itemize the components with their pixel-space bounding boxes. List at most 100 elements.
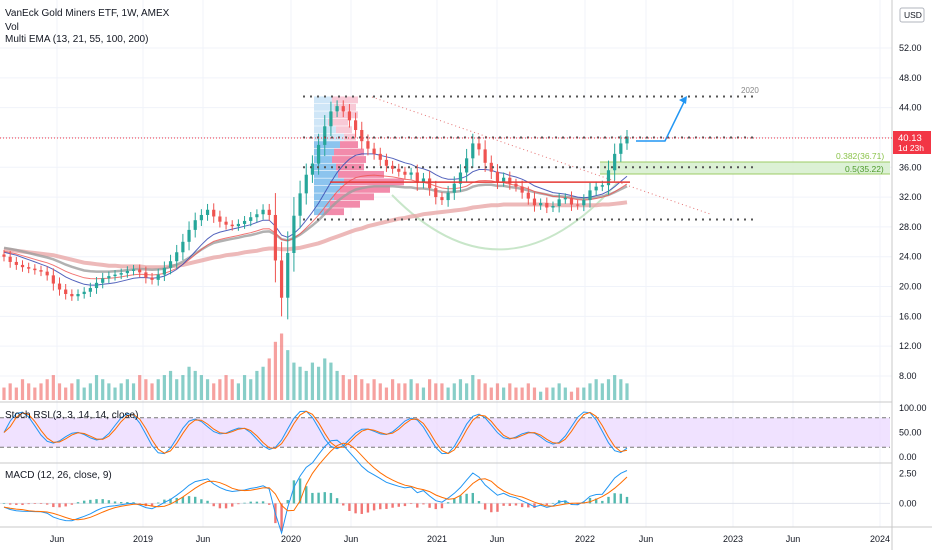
candle-body (508, 177, 512, 184)
candle-body (625, 136, 629, 144)
macd-hist-bar (231, 503, 234, 507)
volume-bar (495, 383, 500, 400)
candle-body (218, 216, 222, 222)
ema-200-line (3, 200, 628, 270)
macd-hist-bar (440, 503, 444, 509)
volume-bar (458, 379, 463, 400)
price-tick-label: 12.00 (899, 341, 922, 351)
time-tick-label: Jun (490, 534, 505, 544)
volume-bar (168, 370, 173, 400)
volume-bar (539, 391, 543, 400)
macd-hist-bar (305, 486, 308, 504)
macd-hist-bar (58, 503, 61, 508)
macd-hist-bar (588, 497, 592, 504)
volume-bar (440, 383, 444, 400)
stoch-band (0, 417, 890, 448)
volume-bar (76, 379, 80, 400)
volume-bar (39, 383, 43, 400)
candle-body (175, 252, 179, 262)
profile-row-up (314, 103, 334, 111)
volume-bar (452, 383, 456, 400)
volume-bar (397, 383, 401, 400)
volume-bar (267, 358, 271, 400)
macd-hist-bar (335, 498, 339, 504)
macd-hist-bar (613, 493, 616, 504)
candle-body (242, 220, 247, 224)
volume-bar (366, 383, 370, 400)
candle-body (323, 126, 327, 145)
candle-body (94, 282, 99, 289)
volume-bar (162, 375, 166, 400)
macd-hist-bar (354, 503, 357, 514)
macd-hist-bar (249, 501, 252, 504)
macd-hist-bar (594, 498, 598, 504)
candle-body (403, 171, 407, 175)
volume-bar (218, 379, 222, 400)
candle-body (88, 288, 92, 292)
macd-hist-bar (601, 500, 604, 504)
profile-row-down (324, 208, 344, 216)
volume-bar (107, 383, 111, 400)
profile-row-up (314, 193, 334, 201)
ema-label: Multi EMA (13, 21, 55, 100, 200) (5, 34, 148, 45)
macd-hist-bar (107, 500, 111, 504)
candle-body (144, 272, 148, 278)
volume-bar (255, 370, 259, 400)
volume-bar (82, 387, 86, 400)
candle-body (20, 264, 25, 268)
volume-bar (347, 379, 352, 400)
macd-hist-bar (385, 503, 388, 509)
macd-hist-bar (520, 503, 524, 508)
macd-hist-bar (477, 501, 481, 504)
time-tick-label: 2024 (870, 534, 890, 544)
volume-bar (502, 387, 506, 400)
profile-row-up (314, 141, 340, 149)
macd-hist-bar (490, 503, 493, 513)
macd-line (3, 439, 628, 535)
symbol-title: VanEck Gold Miners ETF, 1W, AMEX (5, 8, 170, 19)
candle-body (582, 200, 586, 206)
candle-body (236, 223, 240, 227)
volume-bar (224, 375, 228, 400)
fib-label-50: 0.5(35.22) (845, 164, 884, 174)
candle-body (514, 183, 518, 187)
candle-body (489, 162, 493, 172)
volume-bar (489, 387, 493, 400)
time-tick-label: 2020 (281, 534, 301, 544)
candle-body (292, 215, 296, 253)
macd-hist-bar (397, 503, 400, 507)
candle-body (273, 214, 278, 261)
macd-hist-bar (95, 499, 98, 504)
macd-label: MACD (12, 26, close, 9) (5, 470, 112, 481)
macd-hist-bar (261, 501, 265, 504)
volume-bar (428, 379, 432, 400)
macd-hist-bar (101, 499, 104, 504)
time-axis[interactable]: Jun 2019 Jun 2020 Jun 2021 Jun 2022 Jun 2023 Jun 20… (50, 534, 890, 544)
volume-bar (545, 387, 549, 400)
volume-bar (576, 387, 580, 400)
candle-body (465, 158, 469, 173)
macd-hist-bar (82, 500, 86, 504)
candle-body (279, 260, 284, 298)
macd-hist-bar (502, 503, 505, 506)
currency-badge[interactable]: USD (899, 7, 925, 23)
volume-bar (138, 375, 142, 400)
candle-body (2, 254, 6, 257)
macd-tick-label: 0.00 (899, 498, 917, 508)
macd-hist-bar (33, 503, 37, 504)
volume-bar (199, 375, 203, 400)
candle-body (267, 209, 271, 215)
macd-hist-bar (8, 503, 12, 505)
candle-body (304, 174, 308, 194)
profile-row-down (328, 118, 348, 126)
volume-bar (144, 379, 148, 400)
price-tick-label: 20.00 (899, 282, 922, 292)
macd-hist-bar (113, 501, 117, 504)
candle-body (101, 278, 105, 283)
candle-body (261, 209, 265, 215)
macd-hist-bar (625, 496, 629, 504)
profile-row-down (336, 163, 364, 171)
volume-bar (298, 366, 302, 400)
macd-hist-bar (329, 492, 333, 504)
